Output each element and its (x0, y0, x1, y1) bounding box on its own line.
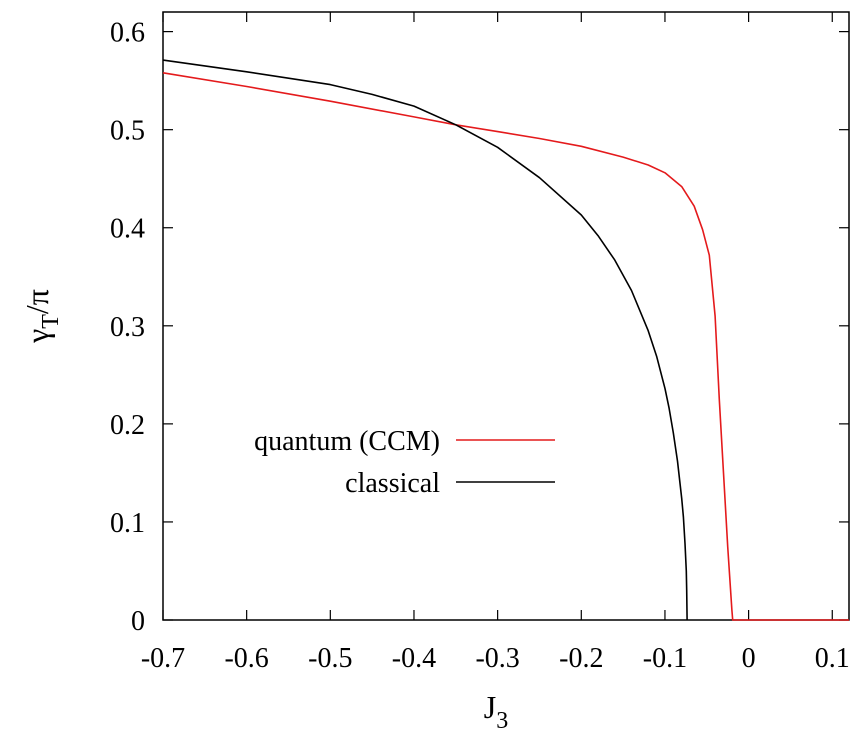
y-tick-label: 0.5 (110, 116, 145, 147)
plot-frame (162, 11, 850, 621)
x-tick-label: -0.5 (308, 643, 352, 674)
x-axis-label: J3 (484, 689, 508, 734)
x-tick-label: -0.3 (475, 643, 519, 674)
y-tick-label: 0.6 (110, 18, 145, 49)
x-tick-label: -0.4 (392, 643, 436, 674)
tick-labels: -0.7 -0.6 -0.5 -0.4 -0.3 -0.2 -0.1 0 0.1 0 0.1 0.2 0… (110, 18, 850, 674)
y-tick-label: 0 (131, 606, 145, 637)
legend-label-classical: classical (345, 468, 440, 499)
x-tick-label: -0.1 (643, 643, 687, 674)
y-tick-label: 0.1 (110, 508, 145, 539)
x-tick-label: -0.7 (141, 643, 185, 674)
legend: quantum (CCM) classical (254, 426, 555, 499)
x-tick-label: 0.1 (815, 643, 850, 674)
axis-ticks (162, 12, 849, 621)
series-lines (162, 59, 849, 621)
legend-label-quantum: quantum (CCM) (254, 426, 440, 457)
y-tick-label: 0.2 (110, 410, 145, 441)
series-line-classical (162, 59, 688, 621)
y-tick-label: 0.3 (110, 312, 145, 343)
y-tick-label: 0.4 (110, 214, 145, 245)
x-tick-label: -0.2 (559, 643, 603, 674)
x-tick-label: 0 (742, 643, 756, 674)
y-axis-label: γT/π (19, 289, 64, 344)
x-tick-label: -0.6 (224, 643, 268, 674)
series-line-quantum (162, 72, 849, 621)
